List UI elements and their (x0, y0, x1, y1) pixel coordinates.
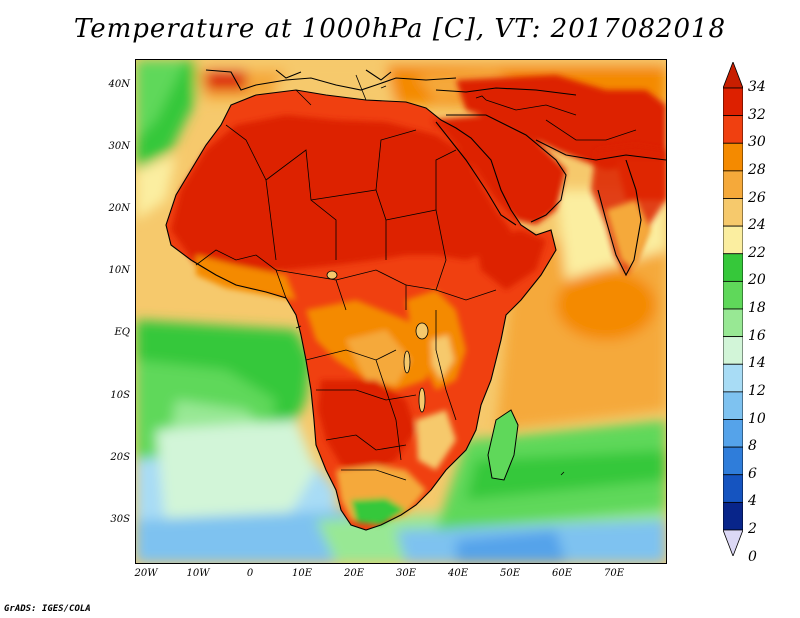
colorbar-label: 20 (748, 272, 766, 289)
colorbar-label: 14 (748, 355, 766, 372)
colorbar-swatch (723, 501, 743, 531)
colorbar-swatch (723, 280, 743, 310)
colorbar-swatch (723, 115, 743, 144)
lon-label-30e: 30E (395, 568, 417, 579)
colorbar (723, 62, 743, 556)
islands (295, 85, 565, 476)
coastlines (165, 69, 666, 531)
lon-label-10w: 10W (186, 568, 210, 579)
colorbar-label: 12 (748, 382, 766, 399)
lon-label-70e: 70E (603, 568, 625, 579)
lon-label-40e: 40E (447, 568, 469, 579)
colorbar-swatch (723, 142, 743, 172)
lat-label-20s: 20S (110, 452, 130, 463)
temperature-map[interactable] (135, 59, 667, 564)
madagascar-outline (487, 409, 519, 481)
temperature-map-svg (136, 60, 666, 563)
colorbar-swatch (723, 336, 743, 365)
lat-label-30n: 30N (108, 141, 130, 152)
colorbar-swatch (723, 363, 743, 393)
colorbar-label: 24 (748, 217, 766, 234)
colorbar-label: 26 (748, 189, 766, 206)
colorbar-swatch (723, 170, 743, 199)
map-title: Temperature at 1000hPa [C], VT: 20170820… (73, 14, 727, 44)
india-landmass (591, 145, 666, 275)
lat-label-10n: 10N (108, 265, 130, 276)
colorbar-label: 6 (748, 465, 757, 482)
colorbar-label: 34 (748, 79, 766, 95)
lon-label-10e: 10E (291, 568, 313, 579)
colorbar-label: 28 (748, 161, 766, 178)
great-lakes (326, 270, 429, 413)
colorbar-label: 10 (748, 410, 766, 427)
colorbar-label: 2 (748, 521, 757, 537)
lat-label-10s: 10S (110, 390, 130, 401)
colorbar-swatch (723, 87, 743, 117)
country-borders (195, 74, 637, 481)
lon-label-20e: 20E (343, 568, 365, 579)
colorbar-swatch (723, 391, 743, 420)
colorbar-label: 22 (748, 244, 766, 261)
lat-label-30s: 30S (110, 514, 130, 525)
colorbar-label: 4 (748, 493, 757, 510)
colorbar-label: 32 (748, 106, 766, 123)
lon-label-50e: 50E (499, 568, 521, 579)
colorbar-label: 0 (748, 548, 757, 565)
colorbar-swatch (723, 225, 743, 255)
colorbar-label: 8 (748, 438, 757, 455)
lon-label-0: 0 (246, 568, 254, 579)
colorbar-over-arrow (723, 62, 743, 89)
colorbar-label: 16 (748, 327, 766, 344)
lat-label-eq: EQ (114, 327, 131, 338)
colorbar-swatch (723, 474, 743, 503)
colorbar-under-arrow (723, 529, 743, 556)
lon-label-60e: 60E (551, 568, 573, 579)
lat-label-40n: 40N (108, 79, 130, 90)
colorbar-label: 18 (748, 300, 766, 316)
colorbar-swatch (723, 446, 743, 476)
colorbar-swatch (723, 419, 743, 448)
colorbar-swatch (723, 198, 743, 227)
colorbar-label: 30 (748, 134, 766, 151)
grads-credit: GrADS: IGES/COLA (4, 604, 91, 614)
colorbar-swatch (723, 308, 743, 338)
colorbar-swatch (723, 253, 743, 282)
lon-label-20w: 20W (134, 568, 158, 579)
lat-label-20n: 20N (108, 203, 130, 214)
